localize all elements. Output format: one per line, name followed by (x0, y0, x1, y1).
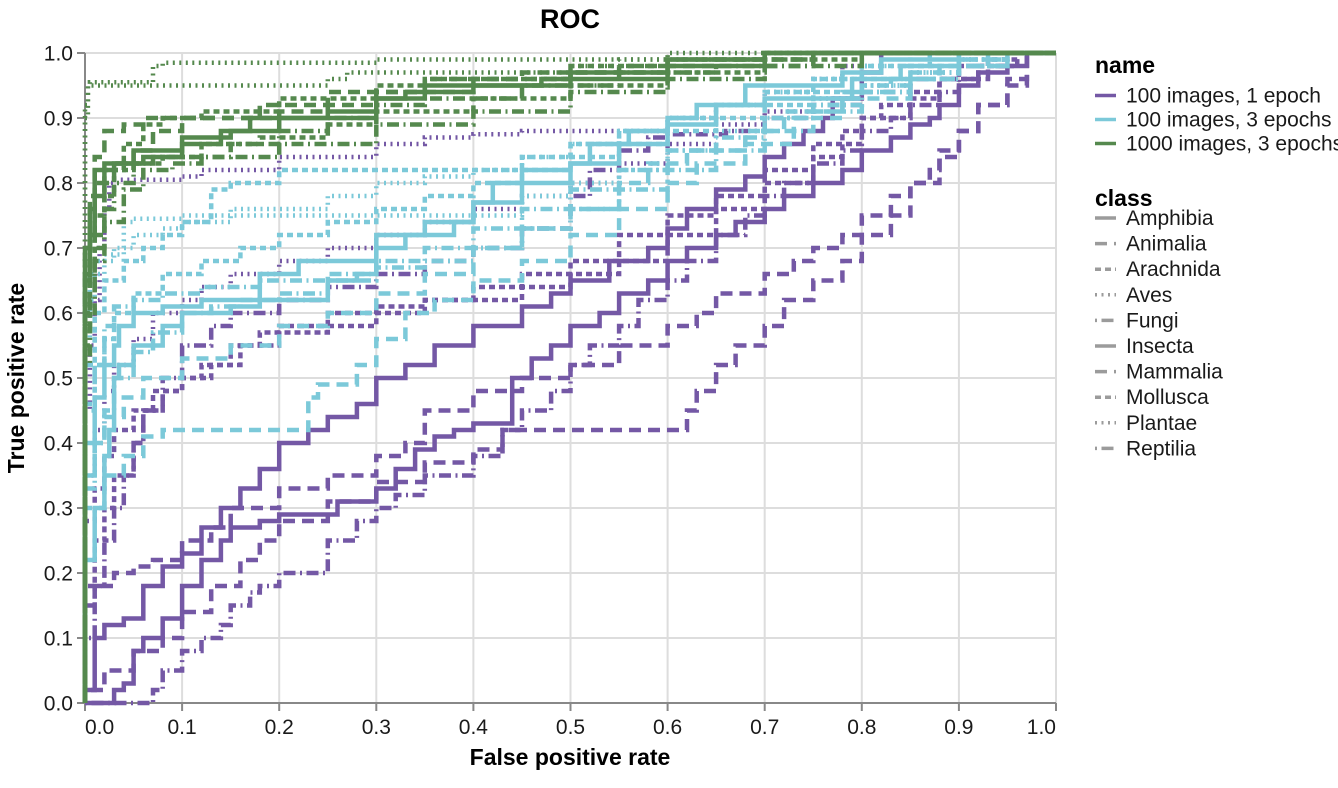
y-tick-label: 0.5 (44, 368, 73, 391)
roc-curve (82, 50, 1056, 703)
roc-curve (82, 50, 1056, 703)
legend-class-item-label: Insecta (1126, 335, 1194, 358)
legend-class-item-label: Mollusca (1126, 386, 1209, 409)
roc-curve (82, 50, 1056, 703)
roc-curve (82, 50, 1056, 703)
x-tick-label: 0.7 (750, 716, 779, 739)
roc-curve (82, 50, 1056, 703)
legend-name-item-label: 100 images, 1 epoch (1126, 85, 1321, 108)
legend-class-header: class (1095, 185, 1153, 211)
legend-class-item-label: Amphibia (1126, 207, 1214, 230)
y-tick-label: 0.7 (44, 238, 73, 261)
y-tick-label: 0.8 (44, 173, 73, 196)
y-tick-label: 0.9 (44, 108, 73, 131)
y-tick-label: 0.3 (44, 498, 73, 521)
x-tick-label: 0.4 (459, 716, 489, 739)
x-tick-label: 1.0 (1027, 716, 1056, 739)
x-tick-label: 0.9 (944, 716, 973, 739)
legend-class-item-label: Aves (1126, 284, 1172, 307)
x-tick-label: 0.2 (265, 716, 294, 739)
legend-class-item-label: Arachnida (1126, 258, 1221, 281)
y-tick-label: 1.0 (44, 43, 73, 66)
y-axis-title: True positive rate (3, 283, 29, 473)
chart-title: ROC (540, 4, 600, 34)
roc-curve (82, 50, 1056, 703)
x-tick-label: 0.6 (653, 716, 682, 739)
x-tick-label: 0.0 (85, 716, 114, 739)
legend-class-item-label: Animalia (1126, 233, 1207, 256)
x-tick-label: 0.1 (167, 716, 196, 739)
roc-curve (82, 50, 1056, 703)
legend-class-item-label: Plantae (1126, 412, 1197, 435)
y-tick-label: 0.4 (44, 433, 74, 456)
roc-curve (82, 50, 1056, 703)
legend-name-item-label: 1000 images, 3 epochs (1126, 133, 1338, 156)
x-tick-label: 0.5 (556, 716, 585, 739)
legend-name-item-label: 100 images, 3 epochs (1126, 109, 1331, 132)
x-axis-title: False positive rate (470, 744, 671, 770)
legend-class-item-label: Fungi (1126, 309, 1179, 332)
roc-curve (82, 50, 1056, 703)
y-tick-label: 0.0 (44, 693, 73, 716)
roc-curve (82, 50, 1056, 703)
roc-curve (82, 50, 1056, 703)
legend-class-item-label: Reptilia (1126, 437, 1196, 460)
x-tick-label: 0.3 (362, 716, 391, 739)
y-tick-label: 0.6 (44, 303, 73, 326)
roc-curves-layer (82, 50, 1056, 706)
x-tick-label: 0.8 (847, 716, 876, 739)
roc-curve (85, 50, 1056, 706)
y-tick-label: 0.2 (44, 563, 73, 586)
legend-class-item-label: Mammalia (1126, 361, 1223, 384)
axis-layer: 0.0 0.1 0.2 0.3 0.4 0.5 0.6 0.7 0.8 0.9 1.0 0.0 0.1 0… (44, 43, 1057, 739)
roc-curve (82, 50, 1056, 703)
legend-name-header: name (1095, 52, 1155, 78)
y-tick-label: 0.1 (44, 628, 73, 651)
